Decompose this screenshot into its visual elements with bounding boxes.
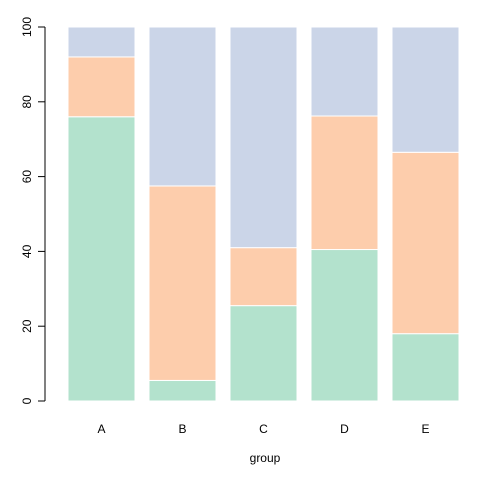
y-tick-label-60: 60 (20, 170, 34, 184)
bar-A-segment-2 (67, 56, 136, 118)
x-tick-label-B: B (178, 422, 186, 436)
y-tick-label-80: 80 (20, 95, 34, 109)
bar-E-segment-2 (391, 151, 460, 335)
x-tick-label-D: D (340, 422, 349, 436)
y-tick-label-0: 0 (20, 397, 34, 404)
bar-C-segment-3 (229, 26, 298, 249)
bar-D-segment-1 (310, 249, 379, 402)
y-tick-label-40: 40 (20, 244, 34, 258)
x-axis: A B C D E (97, 422, 429, 436)
x-tick-label-A: A (97, 422, 105, 436)
bar-B-segment-1 (148, 379, 217, 402)
y-tick-label-20: 20 (20, 319, 34, 333)
bar-E-segment-3 (391, 26, 460, 153)
y-axis: 0 20 40 60 80 100 (20, 17, 46, 404)
bar-E-segment-1 (391, 333, 460, 402)
bar-A-segment-3 (67, 26, 136, 58)
bar-C-segment-1 (229, 305, 298, 402)
x-tick-label-C: C (259, 422, 268, 436)
x-axis-title: group (250, 451, 281, 465)
bar-B-segment-3 (148, 26, 217, 187)
bars-layer (67, 26, 460, 402)
bar-C-segment-2 (229, 247, 298, 307)
bar-B-segment-2 (148, 185, 217, 381)
bar-D-segment-3 (310, 26, 379, 117)
y-tick-label-100: 100 (20, 17, 34, 37)
x-tick-label-E: E (421, 422, 429, 436)
bar-A-segment-1 (67, 116, 136, 402)
bar-D-segment-2 (310, 115, 379, 251)
